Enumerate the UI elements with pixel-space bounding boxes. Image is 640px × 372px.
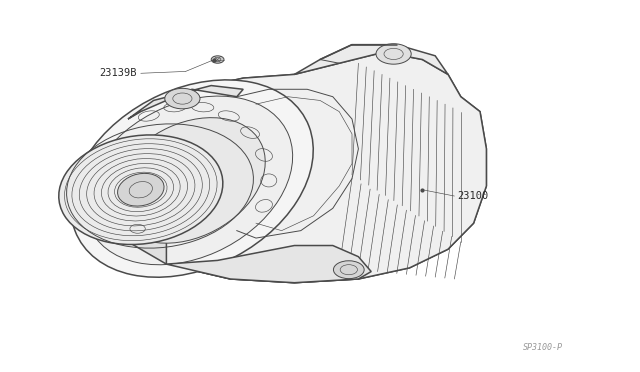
Ellipse shape	[59, 135, 223, 244]
Text: SP3100-P: SP3100-P	[524, 343, 563, 352]
Ellipse shape	[123, 220, 152, 237]
Ellipse shape	[333, 261, 364, 279]
Ellipse shape	[211, 56, 224, 63]
Ellipse shape	[376, 44, 412, 64]
Ellipse shape	[85, 96, 292, 265]
Polygon shape	[294, 45, 448, 74]
Polygon shape	[166, 246, 371, 283]
Polygon shape	[90, 52, 486, 283]
Ellipse shape	[165, 89, 200, 109]
Ellipse shape	[71, 80, 313, 277]
Text: 23100: 23100	[458, 191, 489, 201]
Ellipse shape	[113, 118, 265, 243]
Text: 23139B: 23139B	[99, 68, 137, 78]
Polygon shape	[90, 52, 486, 283]
Polygon shape	[122, 208, 166, 264]
Polygon shape	[128, 86, 243, 119]
Ellipse shape	[118, 173, 164, 206]
